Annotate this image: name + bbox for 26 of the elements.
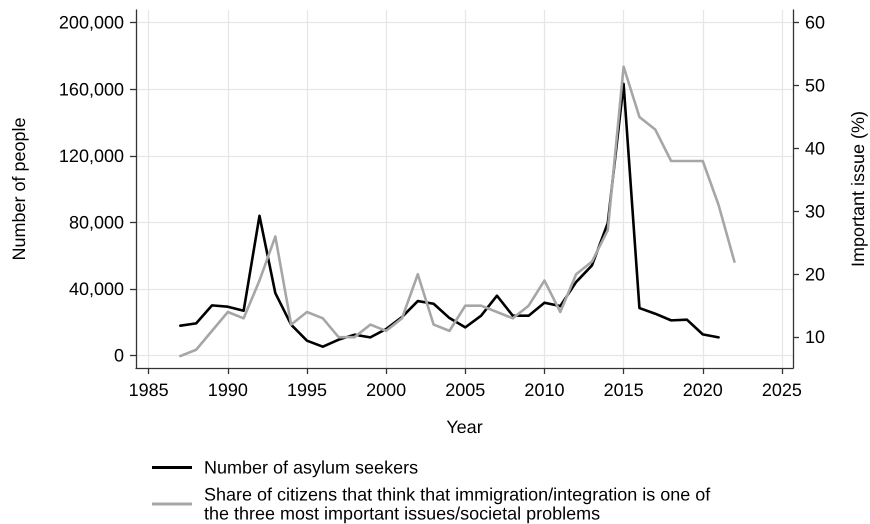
y2-tick-label: 20 — [805, 264, 826, 284]
x-tick-label: 2005 — [445, 380, 486, 400]
y-tick-label: 80,000 — [68, 212, 124, 232]
y2-tick-label: 40 — [805, 138, 826, 158]
x-tick-label: 1985 — [128, 380, 169, 400]
x-tick-label: 2015 — [604, 380, 644, 400]
y-tick-label: 40,000 — [68, 279, 124, 300]
y-tick-label: 120,000 — [58, 146, 124, 166]
x-tick-label: 1990 — [208, 380, 248, 400]
x-tick-label: 2010 — [524, 380, 564, 400]
x-tick-label: 2000 — [366, 380, 406, 400]
x-tick-label: 1995 — [286, 380, 327, 400]
y2-tick-label: 60 — [805, 12, 826, 33]
y2-tick-label: 10 — [805, 327, 826, 348]
y2-axis-title: Important issue (%) — [848, 110, 868, 268]
x-tick-label: 2020 — [682, 380, 723, 400]
y2-tick-label: 50 — [805, 76, 826, 96]
y-axis-title: Number of people — [9, 117, 29, 261]
y-tick-label: 200,000 — [58, 12, 124, 33]
y-tick-label: 160,000 — [58, 79, 124, 100]
x-axis-title: Year — [446, 417, 483, 437]
y-tick-label: 0 — [114, 346, 124, 366]
legend-label: Share of citizens that think that immigration/integration is one of the three most important issues/societal problems — [204, 484, 716, 524]
legend-label: Number of asylum seekers — [204, 458, 418, 478]
y2-tick-label: 30 — [805, 201, 826, 222]
x-tick-label: 2025 — [762, 380, 802, 400]
